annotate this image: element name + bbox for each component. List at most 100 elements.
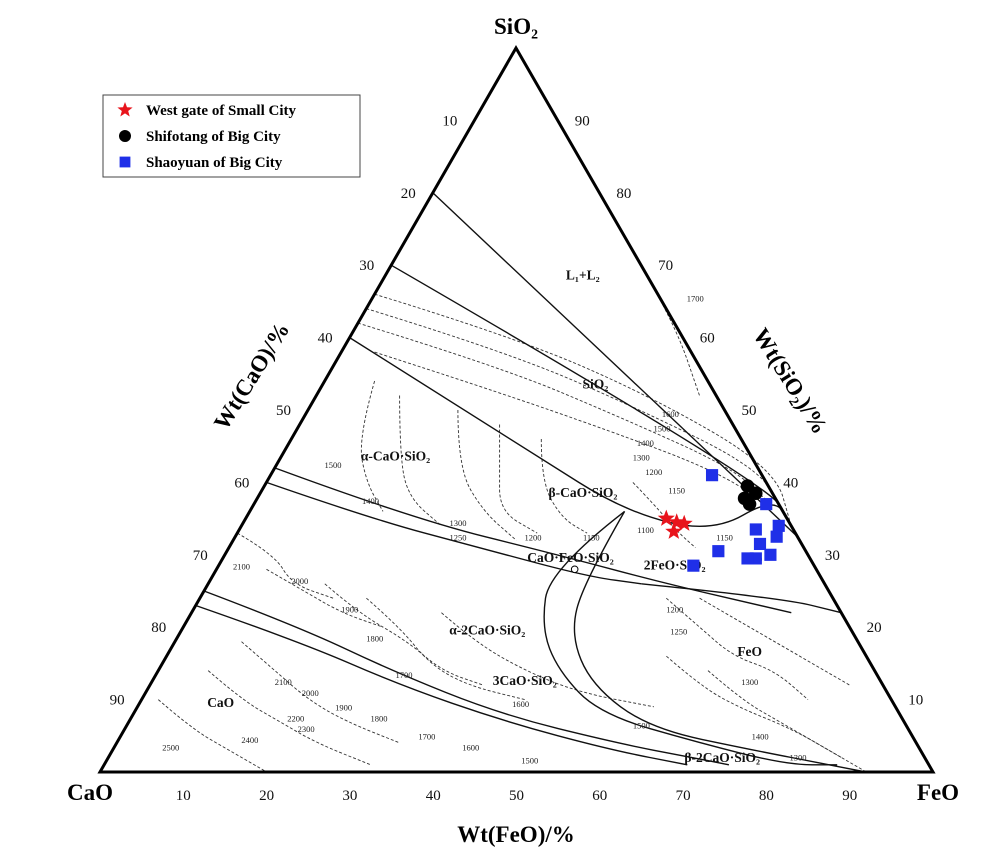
tick-label-cao: 90	[110, 693, 125, 709]
phase-boundary	[195, 604, 688, 766]
square-point	[770, 530, 783, 543]
isotherm-line	[399, 395, 442, 527]
axis-ticks: 10 90 10 20 80 20 30 70 30 40 60 40 50 50 50 60 40 60 70 30…	[110, 113, 924, 804]
open-circle-point	[570, 565, 579, 574]
legend-label: Shifotang of Big City	[146, 129, 281, 145]
isotherm-label: 1700	[687, 293, 704, 303]
circle-point	[742, 497, 757, 511]
phase-boundary	[573, 511, 867, 773]
isotherm-label: 2100	[275, 677, 292, 687]
square-point	[764, 548, 777, 561]
tick-label-sio2: 50	[742, 403, 757, 419]
tick-label-cao: 60	[234, 475, 249, 491]
isotherm-label: 1200	[525, 532, 542, 542]
apex-label-left: CaO	[67, 780, 113, 805]
isotherm-label: 1150	[583, 532, 600, 542]
isotherm-label: 1400	[362, 496, 379, 506]
legend-label: Shaoyuan of Big City	[146, 155, 283, 171]
tick-label-feo: 80	[759, 788, 774, 804]
star-point	[665, 522, 683, 539]
isotherm-label: 1500	[325, 460, 342, 470]
isotherm-label: 2100	[233, 561, 250, 571]
phase-boundary-lines	[195, 192, 867, 773]
tick-label-cao: 80	[151, 620, 166, 636]
apex-label-top: SiO₂	[494, 14, 538, 39]
isotherm-label: 1300	[741, 677, 758, 687]
legend-circle-marker	[119, 130, 131, 142]
isotherm-label: 1900	[335, 703, 352, 713]
isotherm-line	[366, 597, 525, 701]
phase-label: α-2CaO·SiO₂	[449, 622, 525, 637]
phase-label: α-CaO·SiO₂	[361, 449, 430, 464]
tick-label-sio2: 40	[783, 475, 798, 491]
legend-box	[102, 94, 361, 178]
phase-label: β-2CaO·SiO₂	[684, 750, 760, 765]
phase-label: SiO₂	[582, 376, 608, 391]
data-points	[570, 469, 785, 574]
phase-label: CaO	[207, 695, 234, 710]
isotherm-label: 1150	[668, 485, 685, 495]
tick-label-cao: 10	[442, 113, 457, 129]
tick-label-feo: 20	[259, 788, 274, 804]
circle-point	[749, 486, 763, 501]
tick-label-feo: 60	[592, 788, 607, 804]
isotherm-line	[237, 532, 334, 599]
phase-label: FeO	[737, 644, 762, 659]
isotherm-label: 1700	[396, 670, 413, 680]
isotherm-label: 1400	[752, 731, 769, 741]
isotherm-label: 2500	[162, 742, 179, 752]
tick-label-sio2: 30	[825, 548, 840, 564]
isotherm-line	[441, 612, 654, 708]
isotherm-line	[640, 264, 700, 396]
tick-label-cao: 20	[401, 186, 416, 202]
phase-boundary	[543, 510, 838, 766]
tick-label-feo: 50	[509, 788, 524, 804]
tick-label-cao: 70	[193, 548, 208, 564]
isotherm-label: 2000	[291, 576, 308, 586]
star-point	[675, 514, 693, 531]
isotherm-label: 1600	[462, 742, 479, 752]
triangle-frame	[97, 44, 936, 774]
isotherm-label: 1600	[662, 409, 679, 419]
phase-boundary	[641, 583, 842, 614]
legend-label: West gate of Small City	[146, 103, 296, 119]
star-point	[657, 509, 675, 526]
phase-boundary	[390, 264, 792, 527]
isotherm-line	[374, 293, 792, 526]
tick-label-feo: 70	[676, 788, 691, 804]
isotherm-label: 2200	[287, 713, 304, 723]
isotherm-label: 1800	[366, 634, 383, 644]
isotherm-label: 1250	[670, 626, 687, 636]
isotherm-line	[207, 670, 371, 766]
isotherm-labels: 1700 1600 1500 1400 1300 1200 1150 1500 1400 1300…	[162, 293, 806, 765]
isotherm-line	[457, 409, 517, 541]
isotherm-line	[241, 641, 401, 744]
legend-square-marker	[119, 156, 131, 168]
tick-label-feo: 40	[426, 788, 441, 804]
square-point	[749, 523, 762, 536]
isotherm-label: 1100	[637, 525, 654, 535]
isotherm-label: 1300	[450, 518, 467, 528]
isotherm-label: 1250	[450, 532, 467, 542]
square-point	[753, 537, 767, 551]
isotherm-label: 1200	[666, 605, 683, 615]
square-point	[705, 469, 719, 482]
isotherm-line	[158, 699, 267, 773]
isotherm-label: 2400	[241, 735, 258, 745]
isotherm-line	[707, 670, 867, 773]
isotherm-line	[360, 380, 384, 512]
square-point	[687, 559, 700, 572]
isotherm-line	[666, 655, 842, 758]
tick-label-cao: 40	[318, 331, 333, 347]
square-point	[772, 519, 785, 532]
isotherm-line	[499, 424, 538, 534]
apex-label-right: FeO	[917, 780, 959, 805]
square-point	[741, 552, 754, 565]
isotherm-label: 2000	[302, 688, 319, 698]
isotherm-label: 1400	[637, 438, 654, 448]
isotherm-label: 1500	[633, 721, 650, 731]
legend: West gate of Small City Shifotang of Big …	[102, 94, 361, 178]
phase-labels: L₁+L₂ SiO₂ α-CaO·SiO₂ β-CaO·SiO₂ CaO·FeO·SiO…	[207, 268, 762, 765]
isotherm-label: 1300	[633, 453, 650, 463]
